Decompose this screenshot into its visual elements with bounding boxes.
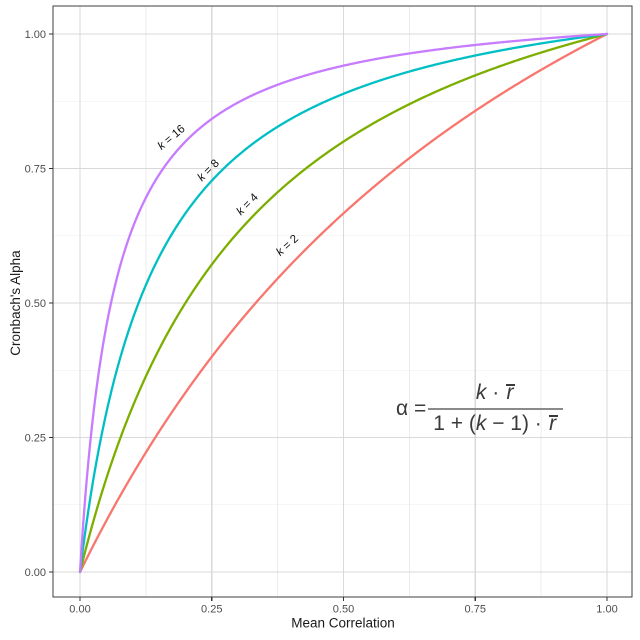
y-tick-label: 0.25 [25,433,46,445]
formula-lhs: α = [396,396,427,420]
y-tick-label: 0.00 [25,567,46,579]
formula-denominator: 1 + (k − 1) · r [433,411,558,437]
x-tick-label: 1.00 [596,604,617,616]
curve-label-k2: k = 2 [274,233,301,259]
x-tick-label: 0.25 [201,604,222,616]
x-tick-label: 0.00 [69,604,90,616]
panel-border [52,5,633,598]
curve-label-k8: k = 8 [196,158,222,184]
formula-numerator: k · r [475,381,516,406]
y-tick-label: 0.75 [25,164,46,176]
formula-den-pre: 1 + ( [433,411,476,435]
x-axis-title: Mean Correlation [291,616,395,631]
gridlines [53,6,632,597]
curve-k8 [78,32,609,574]
curve-k2 [78,32,609,574]
x-tick-label: 0.50 [333,604,354,616]
curve-k16 [78,32,609,574]
formula-dot: · [486,381,506,404]
y-tick-label: 0.50 [25,298,46,310]
formula-fraction: k · r 1 + (k − 1) · r [428,381,563,437]
formula-den-mid: − 1) · [486,411,548,435]
x-tick-label: 0.75 [465,604,486,616]
formula-k: k [475,381,487,404]
y-axis-title: Cronbach's Alpha [8,250,23,356]
formula-den-rbar: r [548,411,558,435]
axes: 0.00 0.25 0.50 0.75 1.00 0.00 0.25 0.50 0.75 1.00 [25,29,618,616]
formula-den-k: k [475,411,487,435]
curve-label-k16: k = 16 [156,123,188,153]
y-tick-label: 1.00 [25,29,46,41]
formula-annotation: α = k · r 1 + (k − 1) · r [396,381,563,437]
curve-label-k4: k = 4 [235,191,262,218]
formula-rbar: r [506,381,516,404]
curve-k4 [78,32,609,574]
curves [78,32,609,574]
fraction-bar [428,407,563,410]
